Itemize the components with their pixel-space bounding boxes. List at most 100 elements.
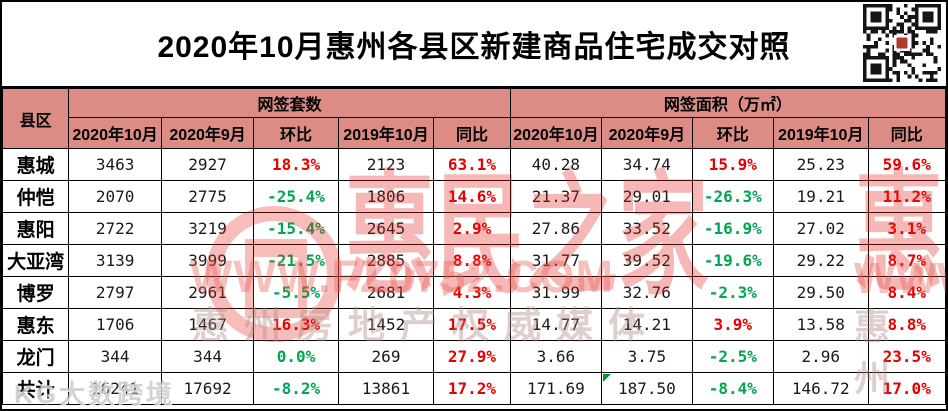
percent-cell: 8.8% — [867, 308, 946, 341]
percent-cell: 3.1% — [867, 212, 946, 245]
percent-cell: -15.4% — [253, 212, 339, 245]
value-cell: 171.69 — [509, 372, 603, 405]
value-cell: 2070 — [68, 180, 162, 213]
value-cell: 344 — [160, 340, 255, 373]
value-cell: 1706 — [68, 308, 162, 341]
title-bar: 2020年10月惠州各县区新建商品住宅成交对照 — [2, 2, 946, 88]
value-cell: 31.99 — [509, 276, 603, 309]
value-cell: 1806 — [337, 180, 435, 213]
row-header-district: 惠阳 — [2, 212, 70, 245]
header-group-row: 县区 网签套数 网签面积（万㎡） — [2, 88, 946, 149]
value-cell: 1467 — [160, 308, 255, 341]
sub-column-header: 2020年10月 — [68, 117, 162, 149]
value-cell: 21.37 — [509, 180, 603, 213]
sub-column-header: 2020年9月 — [601, 117, 693, 149]
percent-cell: 8.8% — [433, 244, 511, 277]
value-cell: 17692 — [160, 372, 255, 405]
value-cell: 3999 — [160, 244, 255, 277]
value-cell: 16241 — [68, 372, 162, 405]
percent-cell: 15.9% — [691, 148, 775, 181]
row-header-district: 龙门 — [2, 340, 70, 373]
sub-column-header: 2020年10月 — [509, 117, 603, 149]
sub-column-header: 2019年10月 — [773, 117, 869, 149]
percent-cell: -8.4% — [691, 372, 775, 405]
value-cell: 39.52 — [601, 244, 693, 277]
percent-cell: 2.9% — [433, 212, 511, 245]
header-sub-row: 2020年10月 2020年9月 环比 2019年10月 同比 2020年10月 2020年… — [3, 117, 946, 149]
value-cell: 2.96 — [773, 340, 869, 373]
page-title: 2020年10月惠州各县区新建商品住宅成交对照 — [157, 31, 791, 64]
percent-cell: 4.3% — [433, 276, 511, 309]
percent-cell: 17.0% — [867, 372, 946, 405]
value-cell: 14.77 — [509, 308, 603, 341]
value-cell: 2927 — [160, 148, 255, 181]
sub-column-header: 同比 — [433, 117, 511, 149]
table-row: 惠城 3463 2927 18.3% 2123 63.1% 40.28 34.74 15.9% 2… — [2, 148, 946, 181]
sub-column-header: 同比 — [867, 117, 946, 149]
value-cell: 344 — [68, 340, 162, 373]
row-header-district: 共计 — [2, 372, 70, 405]
column-header-district: 县区 — [2, 88, 70, 149]
row-header-district: 惠城 — [2, 148, 70, 181]
value-cell: 29.22 — [773, 244, 869, 277]
value-cell: 29.50 — [773, 276, 869, 309]
table-row: 大亚湾 3139 3999 -21.5% 2885 8.8% 31.77 39.52 -19.6… — [2, 244, 946, 277]
value-cell: 32.76 — [601, 276, 693, 309]
value-cell: 40.28 — [509, 148, 603, 181]
value-cell: 3219 — [160, 212, 255, 245]
value-cell: 187.50 — [601, 372, 693, 405]
value-cell: 2961 — [160, 276, 255, 309]
sub-column-header: 2019年10月 — [337, 117, 435, 149]
value-cell: 13861 — [337, 372, 435, 405]
table-row: 惠阳 2722 3219 -15.4% 2645 2.9% 27.86 33.52 -16.9%… — [2, 212, 946, 245]
sub-column-header: 2020年9月 — [160, 117, 255, 149]
table-row: 龙门 344 344 0.0% 269 27.9% 3.66 3.75 -2.5% 2.96 23.… — [2, 340, 946, 373]
value-cell: 25.23 — [773, 148, 869, 181]
value-cell: 3.66 — [509, 340, 603, 373]
value-cell: 29.01 — [601, 180, 693, 213]
value-cell: 3.75 — [601, 340, 693, 373]
table-body: 惠城 3463 2927 18.3% 2123 63.1% 40.28 34.74 15.9% 2… — [2, 148, 946, 405]
percent-cell: 17.5% — [433, 308, 511, 341]
row-header-district: 大亚湾 — [2, 244, 70, 277]
percent-cell: -5.5% — [253, 276, 339, 309]
qr-code-svg — [863, 4, 941, 82]
value-cell: 2645 — [337, 212, 435, 245]
value-cell: 27.86 — [509, 212, 603, 245]
sub-column-header: 环比 — [691, 117, 775, 149]
column-group-units: 网签套数 — [68, 88, 511, 118]
data-table: 县区 网签套数 网签面积（万㎡） 2020年10月 2020年9月 环比 2019年1… — [2, 88, 946, 405]
percent-cell: -25.4% — [253, 180, 339, 213]
value-cell: 14.21 — [601, 308, 693, 341]
value-cell: 2797 — [68, 276, 162, 309]
percent-cell: 0.0% — [253, 340, 339, 373]
percent-cell: 23.5% — [867, 340, 946, 373]
percent-cell: 8.7% — [867, 244, 946, 277]
percent-cell: 59.6% — [867, 148, 946, 181]
qr-code-icon — [863, 4, 941, 82]
value-cell: 146.72 — [773, 372, 869, 405]
percent-cell: 8.4% — [867, 276, 946, 309]
percent-cell: 3.9% — [691, 308, 775, 341]
value-cell: 269 — [337, 340, 435, 373]
table-row: 博罗 2797 2961 -5.5% 2681 4.3% 31.99 32.76 -2.3% 29… — [2, 276, 946, 309]
percent-cell: -21.5% — [253, 244, 339, 277]
value-cell: 2885 — [337, 244, 435, 277]
value-cell: 27.02 — [773, 212, 869, 245]
value-cell: 34.74 — [601, 148, 693, 181]
percent-cell: 17.2% — [433, 372, 511, 405]
sub-column-header: 环比 — [253, 117, 339, 149]
value-cell: 3463 — [68, 148, 162, 181]
percent-cell: -8.2% — [253, 372, 339, 405]
value-cell: 31.77 — [509, 244, 603, 277]
percent-cell: 18.3% — [253, 148, 339, 181]
value-cell: 33.52 — [601, 212, 693, 245]
row-header-district: 仲恺 — [2, 180, 70, 213]
percent-cell: -2.3% — [691, 276, 775, 309]
percent-cell: -16.9% — [691, 212, 775, 245]
percent-cell: -26.3% — [691, 180, 775, 213]
value-cell: 13.58 — [773, 308, 869, 341]
percent-cell: 63.1% — [433, 148, 511, 181]
percent-cell: 11.2% — [867, 180, 946, 213]
